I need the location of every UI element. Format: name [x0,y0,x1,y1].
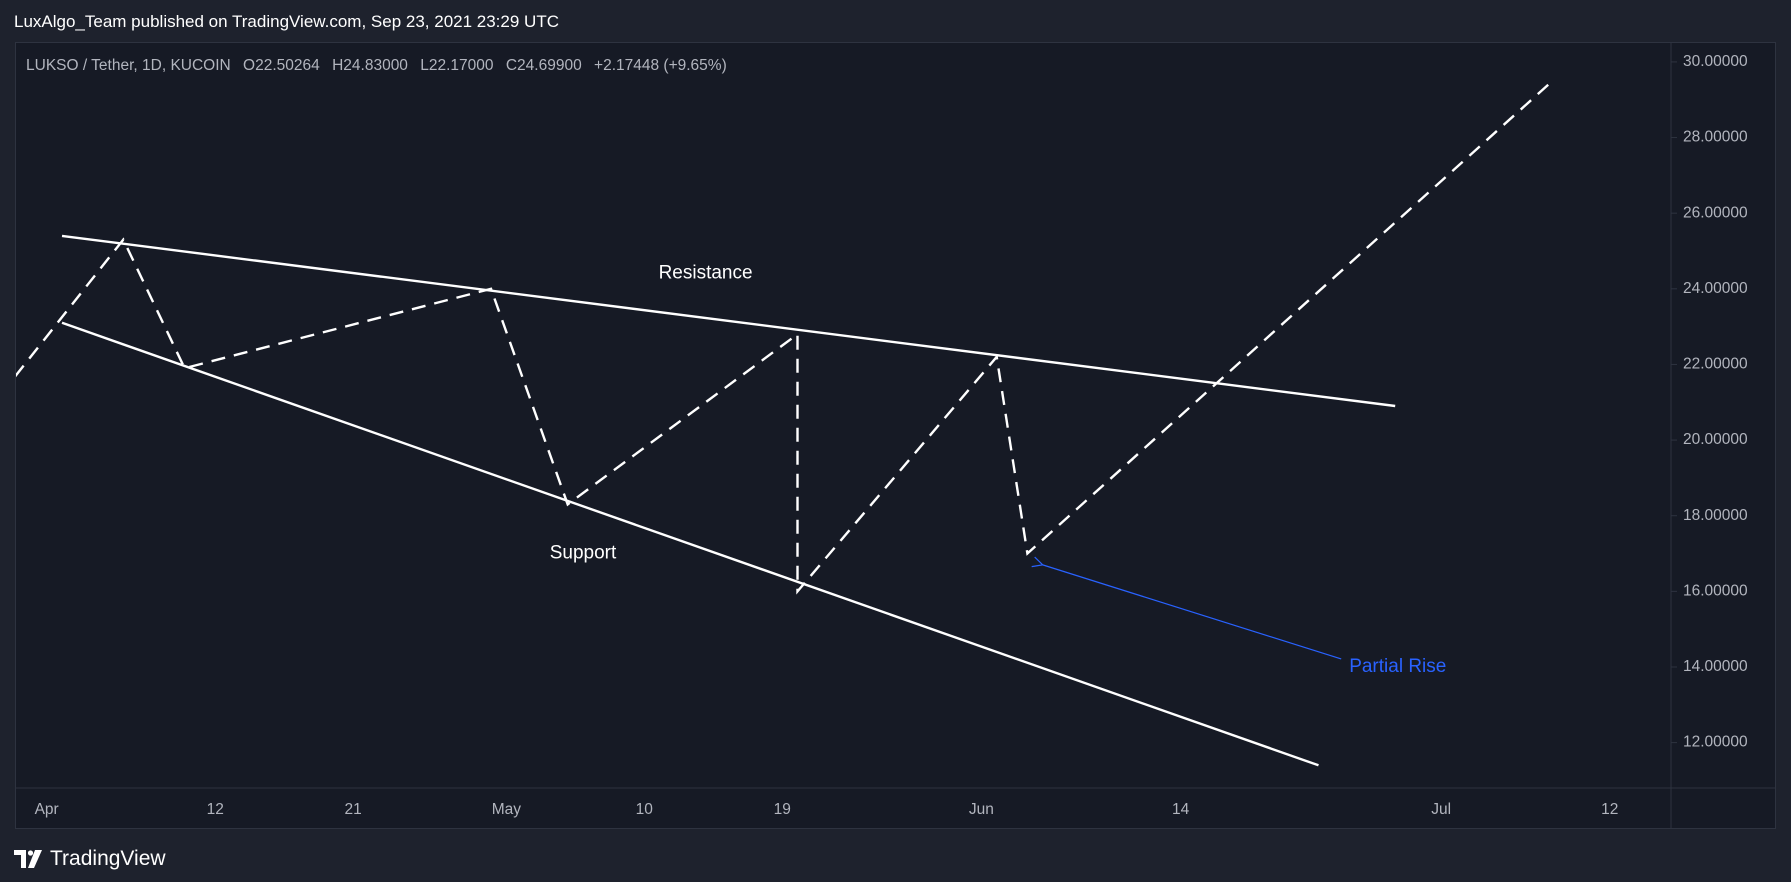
time-tick-label: Jun [969,801,994,818]
annotation-support[interactable]: Support [550,543,617,564]
support-line[interactable] [61,321,1319,767]
time-tick-label: 12 [207,801,224,818]
price-tick-label: 16.00000 [1683,582,1748,599]
price-chart[interactable]: LUKSO / Tether, 1D, KUCOIN O22.50264 H24… [0,43,1775,828]
time-tick-label: Jul [1431,801,1451,818]
price-tick-label: 22.00000 [1683,356,1748,373]
time-tick-label: Apr [35,801,59,818]
legend-open-value: 22.50264 [255,57,320,74]
time-tick-label: 21 [345,801,362,818]
legend-low-label: L [420,57,429,74]
legend-symbol: LUKSO / Tether, 1D, KUCOIN [26,57,231,74]
price-tick-label: 12.00000 [1683,734,1748,751]
price-tick-label: 20.00000 [1683,431,1748,448]
annotation-partial-rise-arrow[interactable] [1043,565,1342,660]
price-tick-label: 18.00000 [1683,507,1748,524]
time-tick-label: May [492,801,522,818]
annotation-layer: Resistance Support Partial Rise [550,263,1447,677]
footer-brand: TradingView [50,847,166,870]
published-header: LuxAlgo_Team published on TradingView.co… [14,12,559,31]
tradingview-logo-icon [14,850,42,868]
price-tick-label: 30.00000 [1683,53,1748,70]
price-axis[interactable]: 12.00000 14.00000 16.00000 18.00000 20.00000… [1671,53,1748,751]
legend-high-label: H [332,57,343,74]
footer: TradingView [0,836,1791,882]
tradingview-logo[interactable]: TradingView [14,846,166,872]
series-layer [0,83,1550,767]
annotation-resistance[interactable]: Resistance [659,263,753,284]
ohlc-legend: LUKSO / Tether, 1D, KUCOIN O22.50264 H24… [26,57,727,74]
resistance-line[interactable] [61,234,1396,408]
time-tick-label: 19 [774,801,791,818]
legend-change: +2.17448 (+9.65%) [594,57,727,74]
annotation-partial-rise[interactable]: Partial Rise [1349,656,1446,677]
legend-open-label: O [243,57,255,74]
price-tick-label: 26.00000 [1683,204,1748,221]
legend-low-value: 22.17000 [429,57,494,74]
price-tick-label: 14.00000 [1683,658,1748,675]
time-tick-label: 12 [1601,801,1618,818]
legend-close-label: C [506,57,517,74]
time-axis[interactable]: Apr 12 21 May 10 19 Jun 14 Jul 12 [35,801,1619,818]
plot-pane[interactable] [16,43,1671,788]
price-tick-label: 28.00000 [1683,129,1748,146]
time-tick-label: 10 [636,801,654,818]
chart-frame[interactable]: LUKSO / Tether, 1D, KUCOIN O22.50264 H24… [0,42,1776,829]
legend-close-value: 24.69900 [517,57,582,74]
time-tick-label: 14 [1172,801,1190,818]
price-tick-label: 24.00000 [1683,280,1748,297]
legend-high-value: 24.83000 [343,57,408,74]
